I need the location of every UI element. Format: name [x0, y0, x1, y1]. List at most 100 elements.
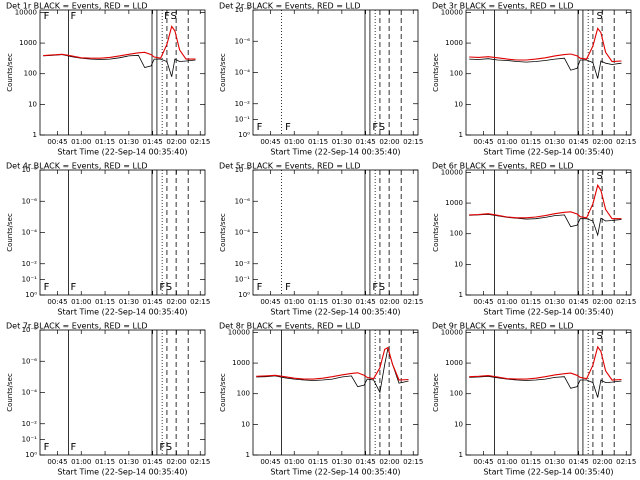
x-tick-label: 00:45 [260, 138, 280, 146]
series-line [469, 213, 622, 237]
annotation: S [597, 171, 603, 182]
plot-frame [252, 169, 419, 296]
x-tick-label: 01:30 [119, 298, 139, 306]
x-tick-label: 01:15 [95, 138, 115, 146]
x-tick-label: 02:15 [616, 458, 636, 466]
x-tick-label: 01:30 [545, 458, 565, 466]
y-tick-label: 10⁻⁴ [22, 229, 38, 237]
y-tick-label: 10⁻¹ [235, 275, 251, 283]
annotation: F [71, 11, 77, 22]
annotation: F [44, 282, 50, 293]
x-axis-label: Start Time (22-Sep-14 00:35:40) [270, 308, 400, 317]
y-tick-label: 10⁻² [235, 260, 251, 268]
x-axis-label: Start Time (22-Sep-14 00:35:40) [483, 468, 613, 477]
y-axis-label: Counts/sec [6, 213, 14, 252]
x-tick-label: 01:30 [119, 138, 139, 146]
annotation: S [166, 442, 172, 453]
y-axis-label: Counts/sec [6, 373, 14, 412]
y-tick-label: 100 [450, 70, 463, 78]
x-tick-label: 00:45 [47, 458, 67, 466]
x-tick-label: 02:00 [166, 458, 186, 466]
x-tick-label: 01:15 [521, 458, 541, 466]
series-line [43, 54, 196, 77]
x-tick-label: 02:15 [403, 458, 423, 466]
x-tick-label: 01:00 [284, 298, 304, 306]
x-tick-label: 01:15 [308, 138, 328, 146]
y-tick-label: 10⁻⁶ [22, 357, 38, 365]
plot-frame [39, 169, 206, 296]
y-tick-label: 10 [28, 100, 37, 108]
y-tick-label: 1 [459, 291, 463, 299]
y-tick-label: 10⁻¹ [22, 435, 38, 443]
y-tick-label: 10 [454, 100, 463, 108]
x-tick-label: 00:45 [47, 138, 67, 146]
y-axis-label: Counts/sec [432, 53, 440, 92]
x-tick-label: 02:00 [166, 138, 186, 146]
annotation: F [372, 122, 378, 133]
x-tick-label: 00:45 [473, 458, 493, 466]
x-tick-label: 00:45 [473, 138, 493, 146]
chart-title: Det 4r BLACK = Events, RED = LLD [6, 162, 148, 171]
y-tick-label: 1000 [445, 359, 463, 367]
y-tick-label: 10⁻⁸ [235, 6, 251, 14]
annotation: F [159, 282, 165, 293]
chart-title: Det 1r BLACK = Events, RED = LLD [6, 2, 148, 11]
y-tick-label: 10⁰ [25, 291, 37, 299]
y-tick-label: 10⁻² [22, 260, 38, 268]
x-axis-label: Start Time (22-Sep-14 00:35:40) [483, 308, 613, 317]
x-tick-label: 01:30 [119, 458, 139, 466]
x-tick-label: 01:30 [545, 298, 565, 306]
x-tick-label: 01:00 [71, 298, 91, 306]
y-tick-label: 100 [450, 390, 463, 398]
x-tick-label: 02:00 [379, 458, 399, 466]
y-tick-label: 10⁰ [25, 451, 37, 459]
x-axis-label: Start Time (22-Sep-14 00:35:40) [270, 468, 400, 477]
x-tick-label: 01:00 [71, 138, 91, 146]
x-axis-label: Start Time (22-Sep-14 00:35:40) [57, 308, 187, 317]
chart-title: Det 2r BLACK = Events, RED = LLD [219, 2, 361, 11]
y-tick-label: 10000 [441, 328, 463, 336]
annotation: S [597, 11, 603, 22]
x-tick-label: 01:30 [332, 458, 352, 466]
y-axis-label: Counts/sec [432, 213, 440, 252]
annotation: S [379, 282, 385, 293]
chart-title: Det 8r BLACK = Events, RED = LLD [219, 322, 361, 331]
series-line [256, 346, 409, 381]
x-tick-label: 02:00 [592, 138, 612, 146]
plot-frame [465, 169, 632, 296]
annotation: F [159, 442, 165, 453]
x-tick-label: 01:15 [95, 458, 115, 466]
y-tick-label: 10⁻⁶ [22, 197, 38, 205]
annotation: S [379, 122, 385, 133]
y-tick-label: 10⁻² [235, 100, 251, 108]
y-tick-label: 1000 [445, 39, 463, 47]
plot-frame [465, 9, 632, 136]
chart-title: Det 3r BLACK = Events, RED = LLD [432, 2, 574, 11]
y-tick-label: 10 [454, 260, 463, 268]
series-line [469, 27, 622, 63]
plot-frame [252, 329, 419, 456]
y-tick-label: 10⁰ [238, 131, 250, 139]
x-tick-label: 02:00 [592, 298, 612, 306]
annotation: F [44, 11, 50, 22]
x-tick-label: 02:15 [403, 298, 423, 306]
plot-frame [39, 329, 206, 456]
x-tick-label: 00:45 [260, 298, 280, 306]
y-axis-label: Counts/sec [219, 53, 227, 92]
x-tick-label: 01:45 [143, 138, 163, 146]
series-line [469, 57, 622, 79]
x-tick-label: 00:45 [260, 458, 280, 466]
y-axis-label: Counts/sec [219, 373, 227, 412]
chart-title: Det 7r BLACK = Events, RED = LLD [6, 322, 148, 331]
x-tick-label: 02:00 [166, 298, 186, 306]
annotation: S [171, 11, 177, 22]
y-tick-label: 1 [459, 131, 463, 139]
y-tick-label: 10000 [15, 8, 37, 16]
x-tick-label: 01:15 [521, 138, 541, 146]
x-tick-label: 01:00 [497, 138, 517, 146]
y-tick-label: 10000 [441, 8, 463, 16]
chart-title: Det 9r BLACK = Events, RED = LLD [432, 322, 574, 331]
y-tick-label: 10000 [441, 168, 463, 176]
y-axis-label: Counts/sec [6, 53, 14, 92]
